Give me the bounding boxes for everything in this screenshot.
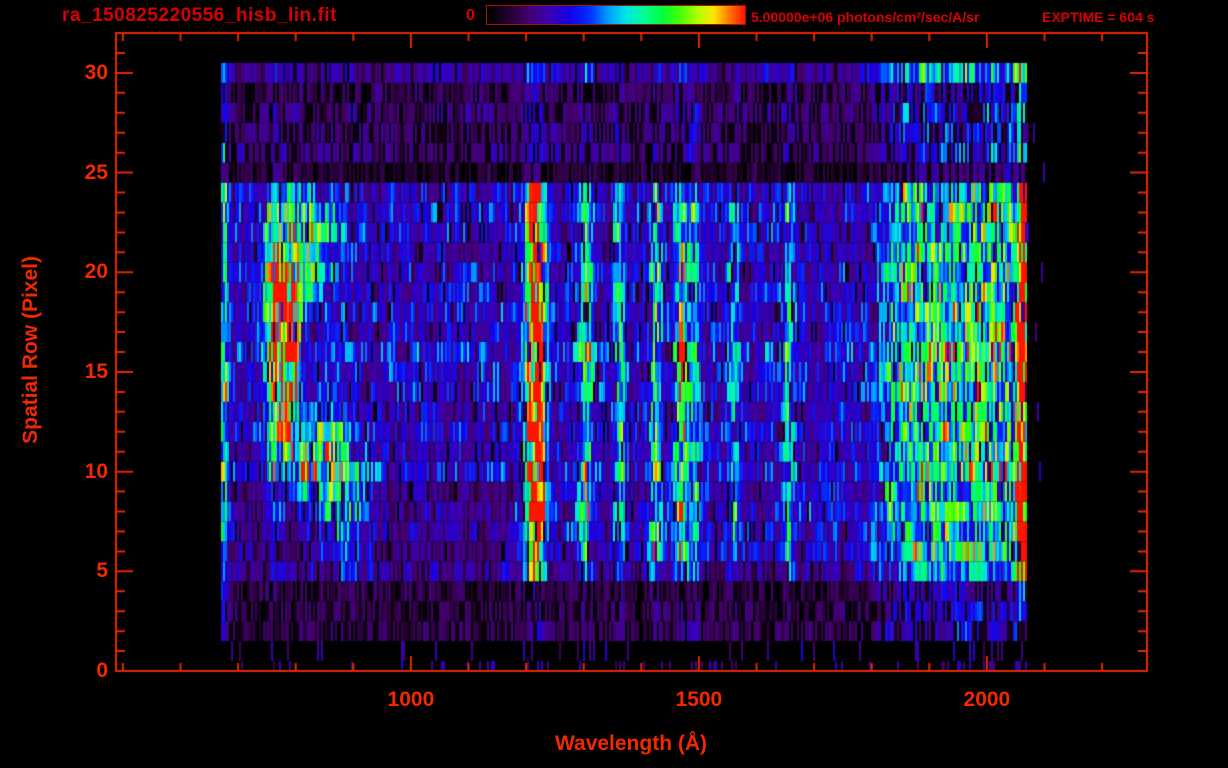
x-tick-label: 2000	[963, 688, 1011, 711]
x-tick-label: 1500	[675, 688, 723, 711]
file-title: ra_150825220556_hisb_lin.fit	[62, 5, 337, 26]
colorbar	[486, 5, 746, 25]
colorbar-min-label: 0	[466, 7, 475, 24]
y-axis-title: Spatial Row (Pixel)	[19, 256, 42, 444]
x-tick-label: 1000	[387, 688, 435, 711]
y-tick-label: 20	[84, 260, 108, 284]
y-tick-label: 25	[84, 160, 108, 184]
exptime-label: EXPTIME = 604 s	[1042, 9, 1155, 25]
y-tick-label: 5	[96, 559, 108, 583]
y-tick-label: 0	[96, 659, 108, 682]
y-tick-label: 10	[84, 459, 108, 483]
y-axis-title-wrap: Spatial Row (Pixel)	[16, 110, 46, 590]
y-tick-label: 15	[84, 359, 108, 383]
x-axis-title: Wavelength (Å)	[554, 732, 708, 755]
colorbar-max-label: 5.00000e+06 photons/cm²/sec/A/sr	[751, 9, 980, 25]
y-tick-label: 30	[84, 60, 108, 84]
